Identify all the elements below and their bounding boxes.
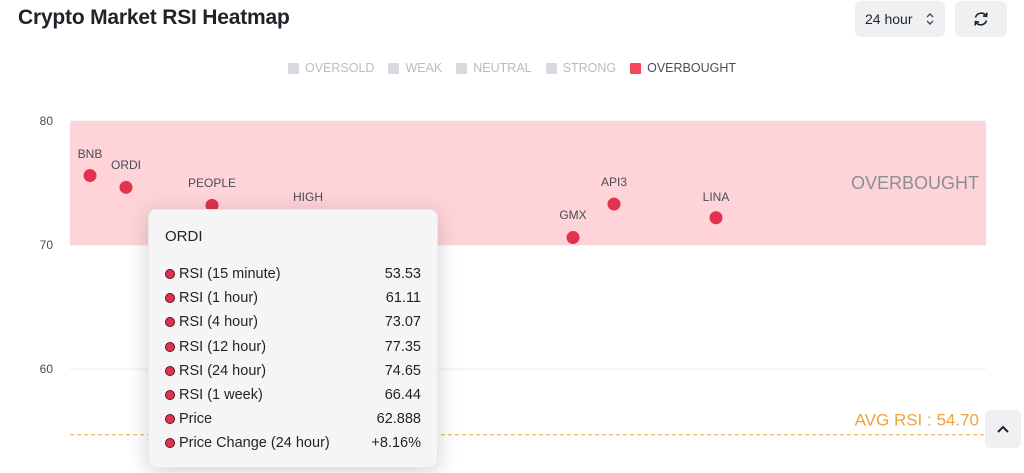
data-point bbox=[83, 169, 97, 183]
tooltip-row: RSI (4 hour) 73.07 bbox=[165, 310, 421, 334]
data-point bbox=[205, 198, 219, 212]
legend-label: OVERBOUGHT bbox=[647, 61, 736, 75]
timeframe-value: 24 hour bbox=[865, 11, 913, 27]
y-tick-label: 60 bbox=[40, 362, 54, 376]
tooltip-value: 66.44 bbox=[384, 387, 421, 404]
avg-rsi-label: AVG RSI : 54.70 bbox=[855, 411, 979, 430]
tooltip-row: RSI (1 hour) 61.11 bbox=[165, 286, 421, 310]
series-dot bbox=[165, 414, 175, 425]
tooltip-label: RSI (1 week) bbox=[179, 387, 263, 404]
series-dot bbox=[165, 438, 175, 449]
tooltip-label: Price bbox=[179, 411, 213, 428]
page-title: Crypto Market RSI Heatmap bbox=[18, 6, 290, 29]
legend-item-overbought[interactable]: OVERBOUGHT bbox=[630, 61, 736, 75]
zone-label: OVERBOUGHT bbox=[851, 173, 979, 193]
legend-swatch bbox=[388, 62, 400, 74]
legend-item-oversold[interactable]: OVERSOLD bbox=[287, 61, 375, 75]
y-tick-label: 70 bbox=[40, 238, 54, 252]
y-tick-label: 80 bbox=[40, 114, 54, 128]
tooltip-value: +8.16% bbox=[371, 435, 421, 452]
legend-item-weak[interactable]: WEAK bbox=[388, 61, 442, 75]
tooltip-value: 73.07 bbox=[384, 314, 421, 331]
legend-swatch bbox=[630, 62, 642, 74]
tooltip-label: RSI (24 hour) bbox=[179, 362, 267, 379]
tooltip-value: 61.11 bbox=[385, 290, 421, 307]
chevron-up-down-icon bbox=[926, 13, 934, 25]
series-dot bbox=[165, 269, 175, 280]
tooltip-value: 77.35 bbox=[384, 338, 421, 355]
tooltip-row: RSI (12 hour) 77.35 bbox=[165, 335, 421, 359]
timeframe-select[interactable]: 24 hour bbox=[855, 1, 945, 37]
tooltip-row: RSI (24 hour) 74.65 bbox=[165, 359, 421, 383]
legend-label: NEUTRAL bbox=[473, 61, 532, 75]
series-dot bbox=[165, 317, 175, 328]
point-label: GMX bbox=[559, 208, 586, 222]
tooltip-value: 62.888 bbox=[376, 411, 421, 428]
tooltip-label: RSI (12 hour) bbox=[179, 338, 267, 355]
legend-swatch bbox=[456, 62, 468, 74]
chart-legend: OVERSOLD WEAK NEUTRAL STRONG OVERBOUGHT bbox=[0, 61, 1024, 75]
tooltip-row: RSI (1 week) 66.44 bbox=[165, 383, 421, 407]
scroll-to-top-button[interactable] bbox=[985, 410, 1021, 448]
tooltip-value: 53.53 bbox=[384, 266, 421, 283]
tooltip-value: 74.65 bbox=[384, 362, 421, 379]
tooltip-label: RSI (1 hour) bbox=[179, 290, 258, 307]
legend-label: WEAK bbox=[405, 61, 443, 75]
tooltip-row: Price 62.888 bbox=[165, 407, 421, 431]
data-point bbox=[566, 231, 580, 245]
legend-swatch bbox=[545, 62, 557, 74]
tooltip-title: ORDI bbox=[165, 228, 203, 245]
data-point bbox=[607, 197, 621, 211]
data-point bbox=[709, 211, 723, 225]
point-label: ORDI bbox=[111, 158, 141, 172]
tooltip-label: Price Change (24 hour) bbox=[179, 435, 330, 452]
point-label: API3 bbox=[601, 175, 627, 189]
point-label: PEOPLE bbox=[188, 176, 236, 190]
tooltip-label: RSI (15 minute) bbox=[179, 266, 281, 283]
tooltip-label: RSI (4 hour) bbox=[179, 314, 258, 331]
refresh-button[interactable] bbox=[955, 1, 1007, 37]
tooltip-row: Price Change (24 hour) +8.16% bbox=[165, 431, 421, 455]
tooltip-row: RSI (15 minute) 53.53 bbox=[165, 262, 421, 286]
point-label: HIGH bbox=[293, 190, 323, 204]
series-dot bbox=[165, 293, 175, 304]
data-point bbox=[119, 180, 133, 194]
series-dot bbox=[165, 341, 175, 352]
refresh-icon bbox=[974, 12, 988, 26]
point-label: BNB bbox=[78, 147, 103, 161]
legend-item-strong[interactable]: STRONG bbox=[545, 61, 617, 75]
chevron-up-icon bbox=[997, 425, 1009, 433]
legend-swatch bbox=[287, 62, 299, 74]
legend-label: OVERSOLD bbox=[304, 61, 375, 75]
point-tooltip: ORDI RSI (15 minute) 53.53 RSI (1 hour) 61… bbox=[148, 209, 438, 468]
series-dot bbox=[165, 365, 175, 376]
legend-label: STRONG bbox=[562, 61, 617, 75]
legend-item-neutral[interactable]: NEUTRAL bbox=[456, 61, 532, 75]
series-dot bbox=[165, 390, 175, 401]
point-label: LINA bbox=[703, 190, 730, 204]
